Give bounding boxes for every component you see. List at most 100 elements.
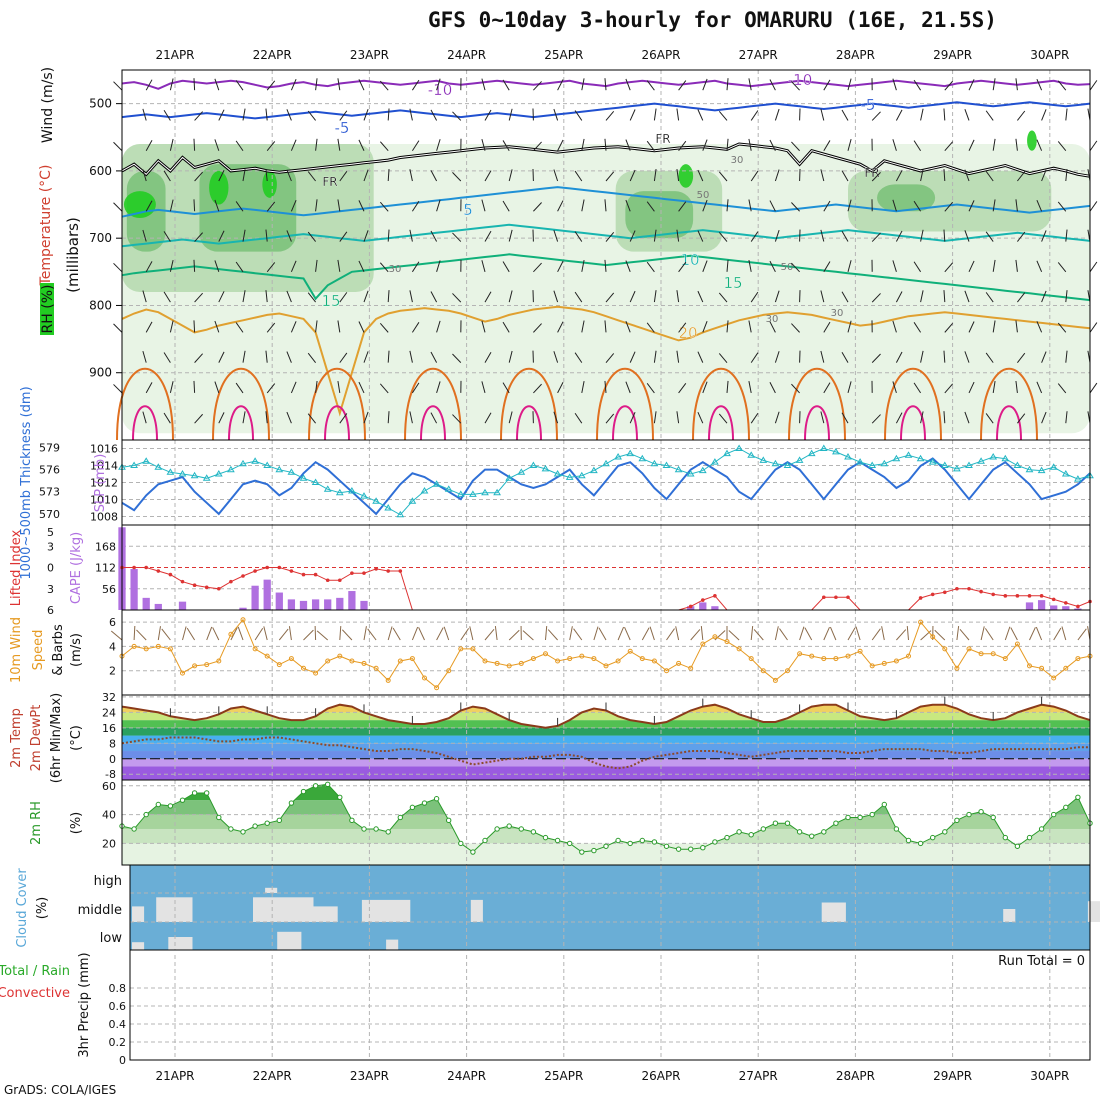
rh2m-marker <box>760 826 766 832</box>
cape-bar <box>154 603 162 610</box>
wind-barb <box>625 381 631 394</box>
isotherm-20-loop <box>212 367 270 441</box>
rh2m-axis-label-2: (%) <box>69 812 84 835</box>
wind-barb <box>820 229 825 242</box>
wind-barb <box>985 231 994 242</box>
wind-barb <box>646 383 655 394</box>
rh2m-marker <box>736 829 742 835</box>
lifted-marker <box>1064 601 1068 605</box>
date-label-bottom: 25APR <box>544 1069 583 1083</box>
wind-barb <box>452 172 462 182</box>
wind-barb <box>436 78 441 91</box>
wind-speed-marker <box>555 658 561 664</box>
wind-barb <box>605 353 615 363</box>
rh2m-marker <box>325 781 331 788</box>
wind-speed-marker <box>143 646 149 652</box>
wind-speed-marker <box>591 656 597 662</box>
wind-barb-10m <box>522 630 534 641</box>
wind-barb <box>1065 169 1068 182</box>
wind-barb <box>337 138 341 151</box>
wind-barb <box>992 259 996 272</box>
wind-barb-10m <box>804 627 813 641</box>
wind-barb <box>290 260 297 273</box>
wind-barb <box>1041 109 1047 121</box>
wind10m-axis-label-3: & Barbs <box>51 624 66 676</box>
slp-marker <box>989 453 998 460</box>
wind-barb <box>1041 169 1047 182</box>
slp-marker <box>832 447 840 455</box>
wind-barb <box>411 261 420 273</box>
wind-barb <box>379 141 389 152</box>
wind-barb <box>409 411 413 424</box>
wind-barb <box>750 170 759 182</box>
wind-barb <box>892 320 897 333</box>
wind-barb <box>358 200 365 212</box>
wind-barb <box>605 413 615 424</box>
wind-barb <box>266 322 276 333</box>
wind-speed-marker <box>1051 675 1057 681</box>
wind-barb-10m <box>649 626 655 641</box>
wind-barb <box>1089 201 1098 212</box>
date-label-bottom: 29APR <box>933 1069 972 1083</box>
wind-barb <box>823 200 831 212</box>
rh2m-marker <box>470 849 476 855</box>
wind-barb <box>218 412 225 424</box>
wind-barb <box>992 78 996 91</box>
wind-barb-10m <box>881 626 885 641</box>
wind-barb-10m <box>443 626 450 641</box>
wind-barb <box>339 413 348 424</box>
wind-barb <box>871 111 881 121</box>
wind-barb-10m <box>829 626 837 641</box>
isotherm-15 <box>121 253 1091 302</box>
wind-barb <box>315 78 318 91</box>
lifted-marker <box>350 571 354 575</box>
wind-barb-10m <box>666 628 675 641</box>
wind-speed-marker <box>688 665 694 671</box>
wind-barb <box>892 139 897 151</box>
wind-barb <box>1015 320 1018 333</box>
rh2m-marker <box>179 797 186 803</box>
rh2m-marker <box>1026 834 1033 841</box>
rh-region-bright <box>1027 130 1037 151</box>
wind-barb <box>653 169 657 182</box>
wind-barb <box>337 380 341 393</box>
wind-speed-marker <box>651 658 657 664</box>
wind-barb <box>944 201 954 212</box>
wind-barb-10m <box>1010 627 1018 641</box>
wind-barb <box>214 139 220 151</box>
wind-speed-marker <box>1014 641 1020 647</box>
lifted-marker <box>386 569 391 573</box>
rh2m-marker <box>1051 811 1057 818</box>
wind-barb <box>964 169 970 182</box>
wind-barb <box>943 411 946 424</box>
wind-barb <box>581 199 585 212</box>
wind-barb-10m <box>484 628 495 641</box>
slp-marker <box>142 457 151 464</box>
wind-barb-10m <box>779 628 788 641</box>
precip-tick-label: 0 <box>119 1054 126 1067</box>
rh2m-marker <box>337 794 343 800</box>
temp-tick-label: -8 <box>105 768 116 781</box>
wind-barb <box>409 229 413 242</box>
slp-marker <box>384 504 393 511</box>
wind10m-axis-label-2: Speed <box>31 630 46 671</box>
wind-speed-marker <box>567 656 573 662</box>
wind-barb <box>113 202 123 212</box>
wind-barb <box>892 78 897 91</box>
temp-axis-label-2: 2m DewPt <box>29 705 44 772</box>
wind-barb <box>553 229 559 242</box>
cloud-block-middle <box>1003 909 1016 922</box>
slp-marker <box>590 466 598 474</box>
wind-barb <box>430 230 438 242</box>
wind-barb <box>484 170 492 182</box>
rh-region-dark <box>625 191 694 239</box>
wind-speed-marker <box>373 665 379 671</box>
wind-barb <box>145 321 153 333</box>
wind-barb <box>242 290 246 303</box>
cape-bar <box>1062 606 1070 610</box>
wind-speed-marker <box>434 685 440 691</box>
precip-tick-label: 0.4 <box>109 1018 127 1031</box>
wind-barb <box>265 169 268 182</box>
wind-barb <box>337 259 341 272</box>
rh2m-marker <box>627 840 633 847</box>
